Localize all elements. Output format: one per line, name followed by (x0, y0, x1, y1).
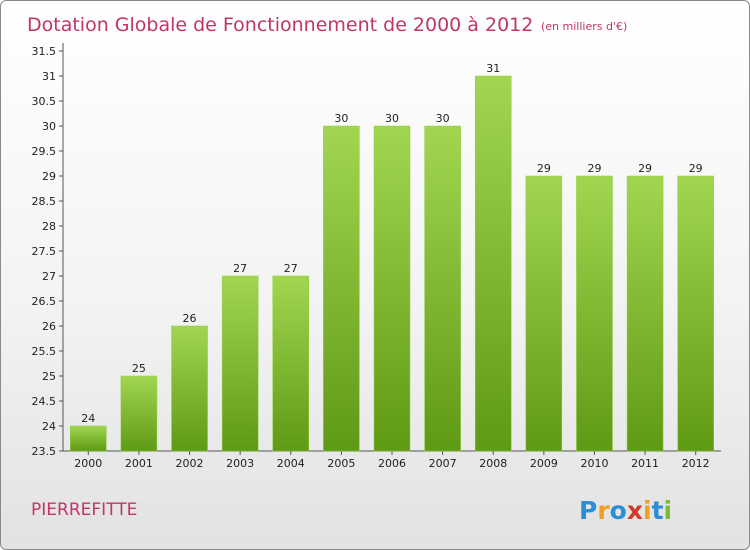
value-label: 29 (587, 162, 601, 175)
value-label: 25 (132, 362, 146, 375)
chart-title: Dotation Globale de Fonctionnement de 20… (27, 14, 533, 36)
value-label: 30 (334, 112, 348, 125)
bar (171, 325, 208, 452)
logo-letter: i (643, 496, 652, 525)
bar (626, 175, 664, 452)
value-label: 29 (537, 162, 551, 175)
value-label: 29 (638, 162, 652, 175)
logo-letter: o (610, 496, 627, 525)
proxiti-logo: Proxiti (579, 496, 672, 525)
logo-letter: P (579, 496, 597, 525)
bar (474, 75, 512, 452)
y-tick-label: 24 (42, 420, 56, 433)
x-tick-label: 2004 (277, 457, 305, 470)
value-label: 31 (486, 62, 500, 75)
value-label: 30 (436, 112, 450, 125)
y-tick-label: 25.5 (32, 345, 57, 358)
x-tick-label: 2012 (682, 457, 710, 470)
y-tick-label: 28.5 (32, 195, 57, 208)
bar (120, 375, 158, 452)
bar (323, 125, 360, 452)
bar (272, 275, 310, 452)
y-tick-label: 30 (42, 120, 56, 133)
y-tick-label: 31 (42, 70, 56, 83)
y-tick-label: 28 (42, 220, 56, 233)
x-tick-label: 2008 (479, 457, 507, 470)
x-tick-label: 2001 (125, 457, 153, 470)
value-label: 27 (233, 262, 247, 275)
bar (221, 275, 259, 452)
y-tick-label: 25 (42, 370, 56, 383)
x-tick-label: 2009 (530, 457, 558, 470)
y-tick-label: 26 (42, 320, 56, 333)
bar (576, 175, 613, 452)
value-label: 30 (385, 112, 399, 125)
bar (525, 175, 563, 452)
y-tick-label: 26.5 (32, 295, 57, 308)
y-tick-label: 31.5 (32, 45, 57, 58)
logo-letter: t (652, 496, 664, 525)
bar (373, 125, 411, 452)
bar (677, 175, 714, 452)
place-name: PIERREFITTE (31, 500, 137, 520)
x-tick-label: 2005 (327, 457, 355, 470)
value-label: 24 (81, 412, 95, 425)
value-label: 26 (183, 312, 197, 325)
value-label: 29 (689, 162, 703, 175)
chart-subtitle: (en milliers d'€) (541, 20, 627, 33)
bar (70, 425, 107, 452)
logo-letter: x (627, 496, 643, 525)
y-tick-label: 30.5 (32, 95, 57, 108)
y-tick-label: 29.5 (32, 145, 57, 158)
value-label: 27 (284, 262, 298, 275)
x-tick-label: 2006 (378, 457, 406, 470)
y-tick-label: 27 (42, 270, 56, 283)
x-tick-label: 2000 (74, 457, 102, 470)
x-tick-label: 2010 (580, 457, 608, 470)
x-tick-label: 2007 (429, 457, 457, 470)
logo-letter: i (664, 496, 673, 525)
x-tick-label: 2002 (176, 457, 204, 470)
x-tick-label: 2003 (226, 457, 254, 470)
logo-letter: r (597, 496, 610, 525)
y-tick-label: 29 (42, 170, 56, 183)
y-tick-label: 27.5 (32, 245, 57, 258)
y-tick-label: 24.5 (32, 395, 57, 408)
y-tick-label: 23.5 (32, 445, 57, 458)
bar (424, 125, 461, 452)
x-tick-label: 2011 (631, 457, 659, 470)
